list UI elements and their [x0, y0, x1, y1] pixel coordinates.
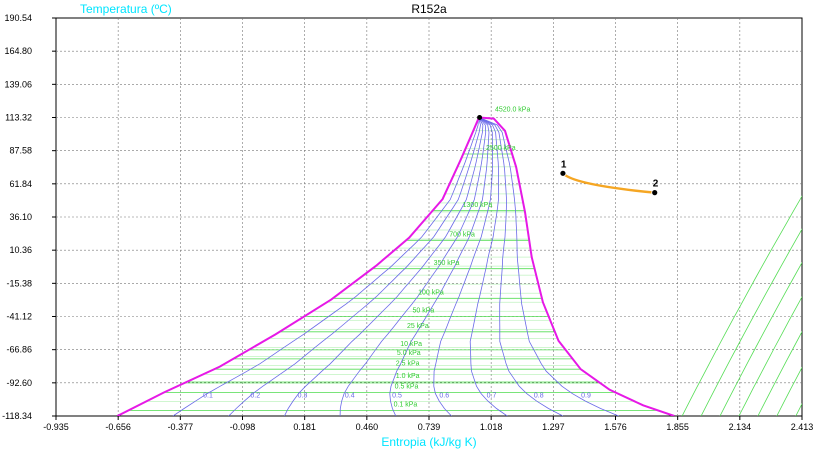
isobar-line	[719, 261, 802, 416]
quality-line	[339, 117, 487, 416]
isobar-label: 700 kPa	[449, 231, 475, 238]
y-tick-label: 139.06	[4, 79, 32, 89]
y-tick-label: -66.86	[6, 345, 32, 355]
y-tick-label: -92.60	[6, 378, 32, 388]
x-tick-label: 2.413	[791, 422, 814, 432]
y-axis-label: Temperatura (ºC)	[80, 2, 172, 16]
state-point-label: 2	[653, 179, 659, 190]
state-point	[651, 189, 659, 197]
isobar-lines	[681, 5, 822, 416]
isobar-label: 50 kPa	[413, 307, 435, 314]
isobar-label: 2.5 kPa	[396, 360, 420, 367]
isobar-label: 1.0 kPa	[396, 373, 420, 380]
quality-label: 0.3	[298, 393, 308, 400]
y-tick-label: 164.80	[4, 46, 32, 56]
critical-point	[477, 115, 483, 121]
isobar-label: 5.0 kPa	[397, 350, 421, 357]
y-tick-label: 87.58	[9, 146, 32, 156]
x-tick-label: 1.855	[666, 422, 689, 432]
x-tick-label: 0.460	[356, 422, 379, 432]
process-line	[562, 172, 655, 194]
quality-line	[228, 117, 481, 416]
x-tick-label: 1.297	[542, 422, 565, 432]
quality-label: 0.8	[534, 393, 544, 400]
x-tick-label: 1.018	[480, 422, 503, 432]
isobar-line	[815, 5, 822, 416]
y-tick-label: -118.34	[2, 411, 32, 421]
quality-line	[389, 117, 490, 416]
quality-label: 0.2	[250, 393, 260, 400]
quality-label: 0.7	[487, 393, 497, 400]
x-tick-label: -0.098	[230, 422, 256, 432]
quality-line	[479, 117, 619, 416]
isobar-labels: 4520.0 kPa 2500 kPa 1300 kPa 700 kPa 350 kPa…	[394, 106, 531, 408]
chart-title: R152a	[411, 2, 447, 16]
quality-line	[172, 117, 479, 416]
x-tick-label: -0.377	[168, 422, 194, 432]
quality-label: 0.6	[439, 393, 449, 400]
x-tick-label: -0.656	[105, 422, 131, 432]
isobar-label: 25 kPa	[407, 323, 429, 330]
quality-label: 0.4	[345, 393, 355, 400]
quality-line	[433, 117, 493, 416]
isobar-label: 0.1 kPa	[394, 402, 418, 409]
quality-line	[284, 117, 484, 416]
isobar-line	[681, 195, 802, 416]
quality-line	[469, 117, 508, 416]
isobar-label: 10 kPa	[400, 341, 422, 348]
isobar-label: 100 kPa	[418, 289, 444, 296]
x-tick-label: 2.134	[729, 422, 752, 432]
y-tick-label: 36.10	[9, 212, 32, 222]
quality-line	[479, 117, 564, 416]
state-point	[559, 169, 567, 177]
y-tick-label: 190.54	[4, 13, 32, 23]
quality-label: 0.1	[203, 393, 213, 400]
y-tick-label: -41.12	[6, 312, 32, 322]
x-tick-label: -0.935	[43, 422, 69, 432]
isobar-line	[700, 228, 802, 416]
quality-label: 0.9	[581, 393, 591, 400]
isobar-label: 4520.0 kPa	[495, 106, 531, 113]
x-axis-label: Entropia (kJ/kg K)	[381, 435, 476, 449]
isobar-label: 2500 kPa	[486, 145, 516, 152]
isobar-line	[738, 296, 802, 416]
isobar-label: 350 kPa	[434, 260, 460, 267]
isobar-label: 1300 kPa	[463, 202, 493, 209]
isobar-line	[757, 330, 802, 416]
quality-label: 0.5	[392, 393, 402, 400]
y-tick-label: 10.36	[9, 245, 32, 255]
y-tick-label: -15.38	[6, 278, 32, 288]
state-point-label: 1	[561, 159, 567, 170]
x-tick-label: 0.739	[418, 422, 441, 432]
isobar-label: 0.5 kPa	[395, 384, 419, 391]
quality-lines: 0.1 0.2 0.3 0.4 0.5 0.6 0.7 0.8 0.9	[172, 117, 619, 416]
x-tick-label: 1.576	[604, 422, 627, 432]
x-tick-label: 0.181	[293, 422, 316, 432]
y-tick-label: 61.84	[9, 179, 32, 189]
y-tick-label: 113.32	[5, 113, 32, 123]
